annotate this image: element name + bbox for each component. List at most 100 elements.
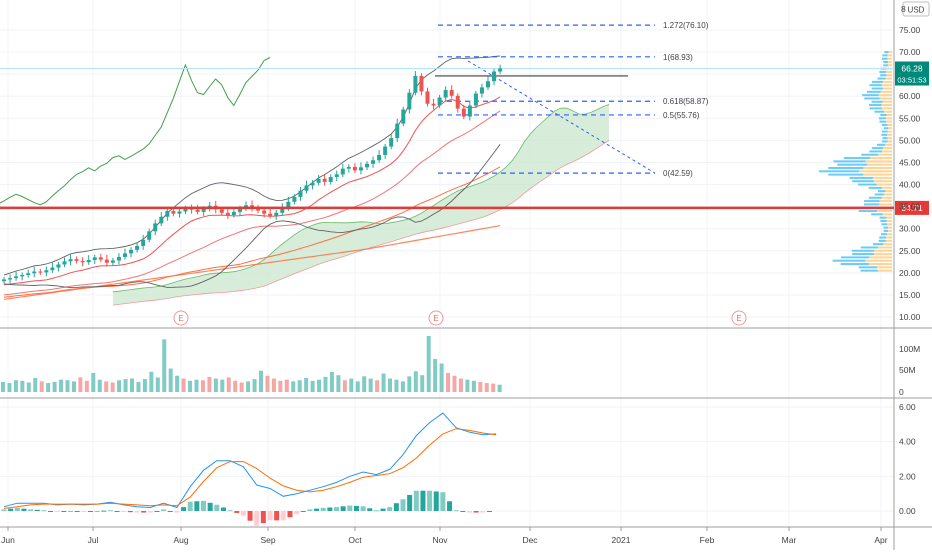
volume-bar (26, 382, 31, 392)
profile-bar-up (862, 94, 879, 97)
macd-histogram-bar (107, 510, 113, 512)
profile-bar-up (878, 239, 886, 242)
volume-bar (491, 383, 496, 392)
profile-bar-down (880, 90, 892, 93)
volume-bar (336, 375, 341, 392)
profile-bar-up (883, 226, 889, 229)
price-tick-label: 60.00 (899, 91, 921, 101)
time-axis[interactable]: Jun Jul Aug Sep Oct Nov Dec 2021 Feb Mar Apr (1, 527, 888, 545)
profile-bar-down (881, 186, 892, 189)
candle-body (153, 223, 158, 232)
plot-area (0, 0, 894, 550)
volume-bar (465, 379, 470, 392)
earnings-marker-label: E (736, 314, 741, 323)
price-tick-label: 75.00 (899, 25, 921, 35)
volume-bar (97, 379, 102, 392)
profile-bar-down (888, 64, 892, 67)
indicator-lines (0, 55, 501, 300)
profile-bar-up (880, 113, 887, 116)
profile-bar-down (885, 77, 892, 80)
price-tick-label: 45.00 (899, 157, 921, 167)
profile-bar-down (877, 266, 892, 269)
profile-bar-down (888, 51, 892, 54)
macd-histogram-bar (207, 502, 213, 511)
candle-body (171, 211, 176, 214)
candle-body (262, 210, 267, 214)
candle-body (135, 245, 140, 250)
macd-tick-label: 6.00 (899, 402, 916, 412)
macd-histogram-bar (274, 511, 280, 521)
time-tick-label: Oct (348, 535, 362, 545)
macd-histogram-bar (81, 511, 87, 512)
macd-histogram-bar (94, 511, 100, 512)
profile-bar-up (832, 259, 866, 262)
macd-histogram-bar (347, 505, 353, 511)
profile-bar-up (858, 266, 878, 269)
profile-bar-down (885, 239, 892, 242)
profile-bar-up (883, 229, 889, 232)
volume-bar (407, 376, 412, 392)
price-axis[interactable]: 10.00 15.00 20.00 25.00 30.00 35.00 40.00 45.00… (895, 25, 929, 516)
profile-bar-down (881, 104, 892, 107)
volume-bar (142, 379, 147, 392)
volume-bar (458, 378, 463, 392)
volume-bar (123, 379, 128, 392)
signal-line (3, 428, 497, 509)
volume-bar (484, 383, 489, 392)
volume-bar (381, 373, 386, 392)
volume-bar (446, 372, 451, 392)
profile-bar-up (860, 269, 878, 272)
profile-bar-down (888, 229, 892, 232)
candle-body (237, 208, 242, 212)
profile-bar-up (868, 186, 882, 189)
volume-bar (368, 378, 373, 392)
profile-bar-up (871, 87, 883, 90)
time-tick-label: Apr (874, 535, 887, 545)
profile-bar-down (877, 246, 892, 249)
candle-body (377, 154, 382, 161)
macd-histogram-bar (373, 510, 379, 512)
profile-bar-up (871, 213, 883, 216)
macd-histogram-bar (134, 511, 140, 513)
candle-body (346, 166, 351, 169)
macd-histogram-bar (413, 490, 419, 511)
profile-bar-down (884, 193, 892, 196)
currency-badge[interactable] (902, 1, 930, 17)
profile-bar-down (887, 133, 892, 136)
macd-histogram-bar (427, 490, 433, 511)
profile-bar-down (881, 196, 892, 199)
macd-histogram-bar (68, 511, 73, 512)
macd-histogram-bar (353, 505, 359, 511)
candle-body (340, 168, 345, 175)
profile-bar-up (869, 84, 882, 87)
time-tick-label: Feb (700, 535, 715, 545)
profile-bar-up (882, 54, 888, 57)
profile-bar-up (876, 143, 886, 146)
earnings-marker (428, 310, 444, 326)
time-tick-label: Jul (88, 535, 99, 545)
macd-histogram-bar (420, 490, 426, 511)
candle-body (358, 167, 363, 171)
support-line[interactable]: 34.71 (0, 200, 929, 215)
profile-bar-up (881, 123, 888, 126)
profile-bar-down (883, 147, 892, 150)
profile-bar-up (879, 70, 887, 73)
time-tick-label: Nov (432, 535, 448, 545)
price-tick-label: 55.00 (899, 113, 921, 123)
currency-label: USD (908, 6, 925, 15)
macd-histogram-bar (367, 508, 373, 511)
macd-tick-label: 4.00 (899, 437, 916, 447)
profile-bar-up (858, 183, 877, 186)
candle-body (455, 95, 460, 109)
cloud-fill (112, 104, 610, 306)
profile-bar-down (887, 57, 892, 60)
candle-body (14, 276, 19, 279)
profile-bar-down (874, 253, 892, 256)
lagging-span (0, 57, 271, 206)
volume-bar (317, 379, 322, 392)
volume-bar (413, 371, 418, 392)
profile-bar-up (879, 120, 887, 123)
macd-histogram-bar (1, 509, 7, 511)
